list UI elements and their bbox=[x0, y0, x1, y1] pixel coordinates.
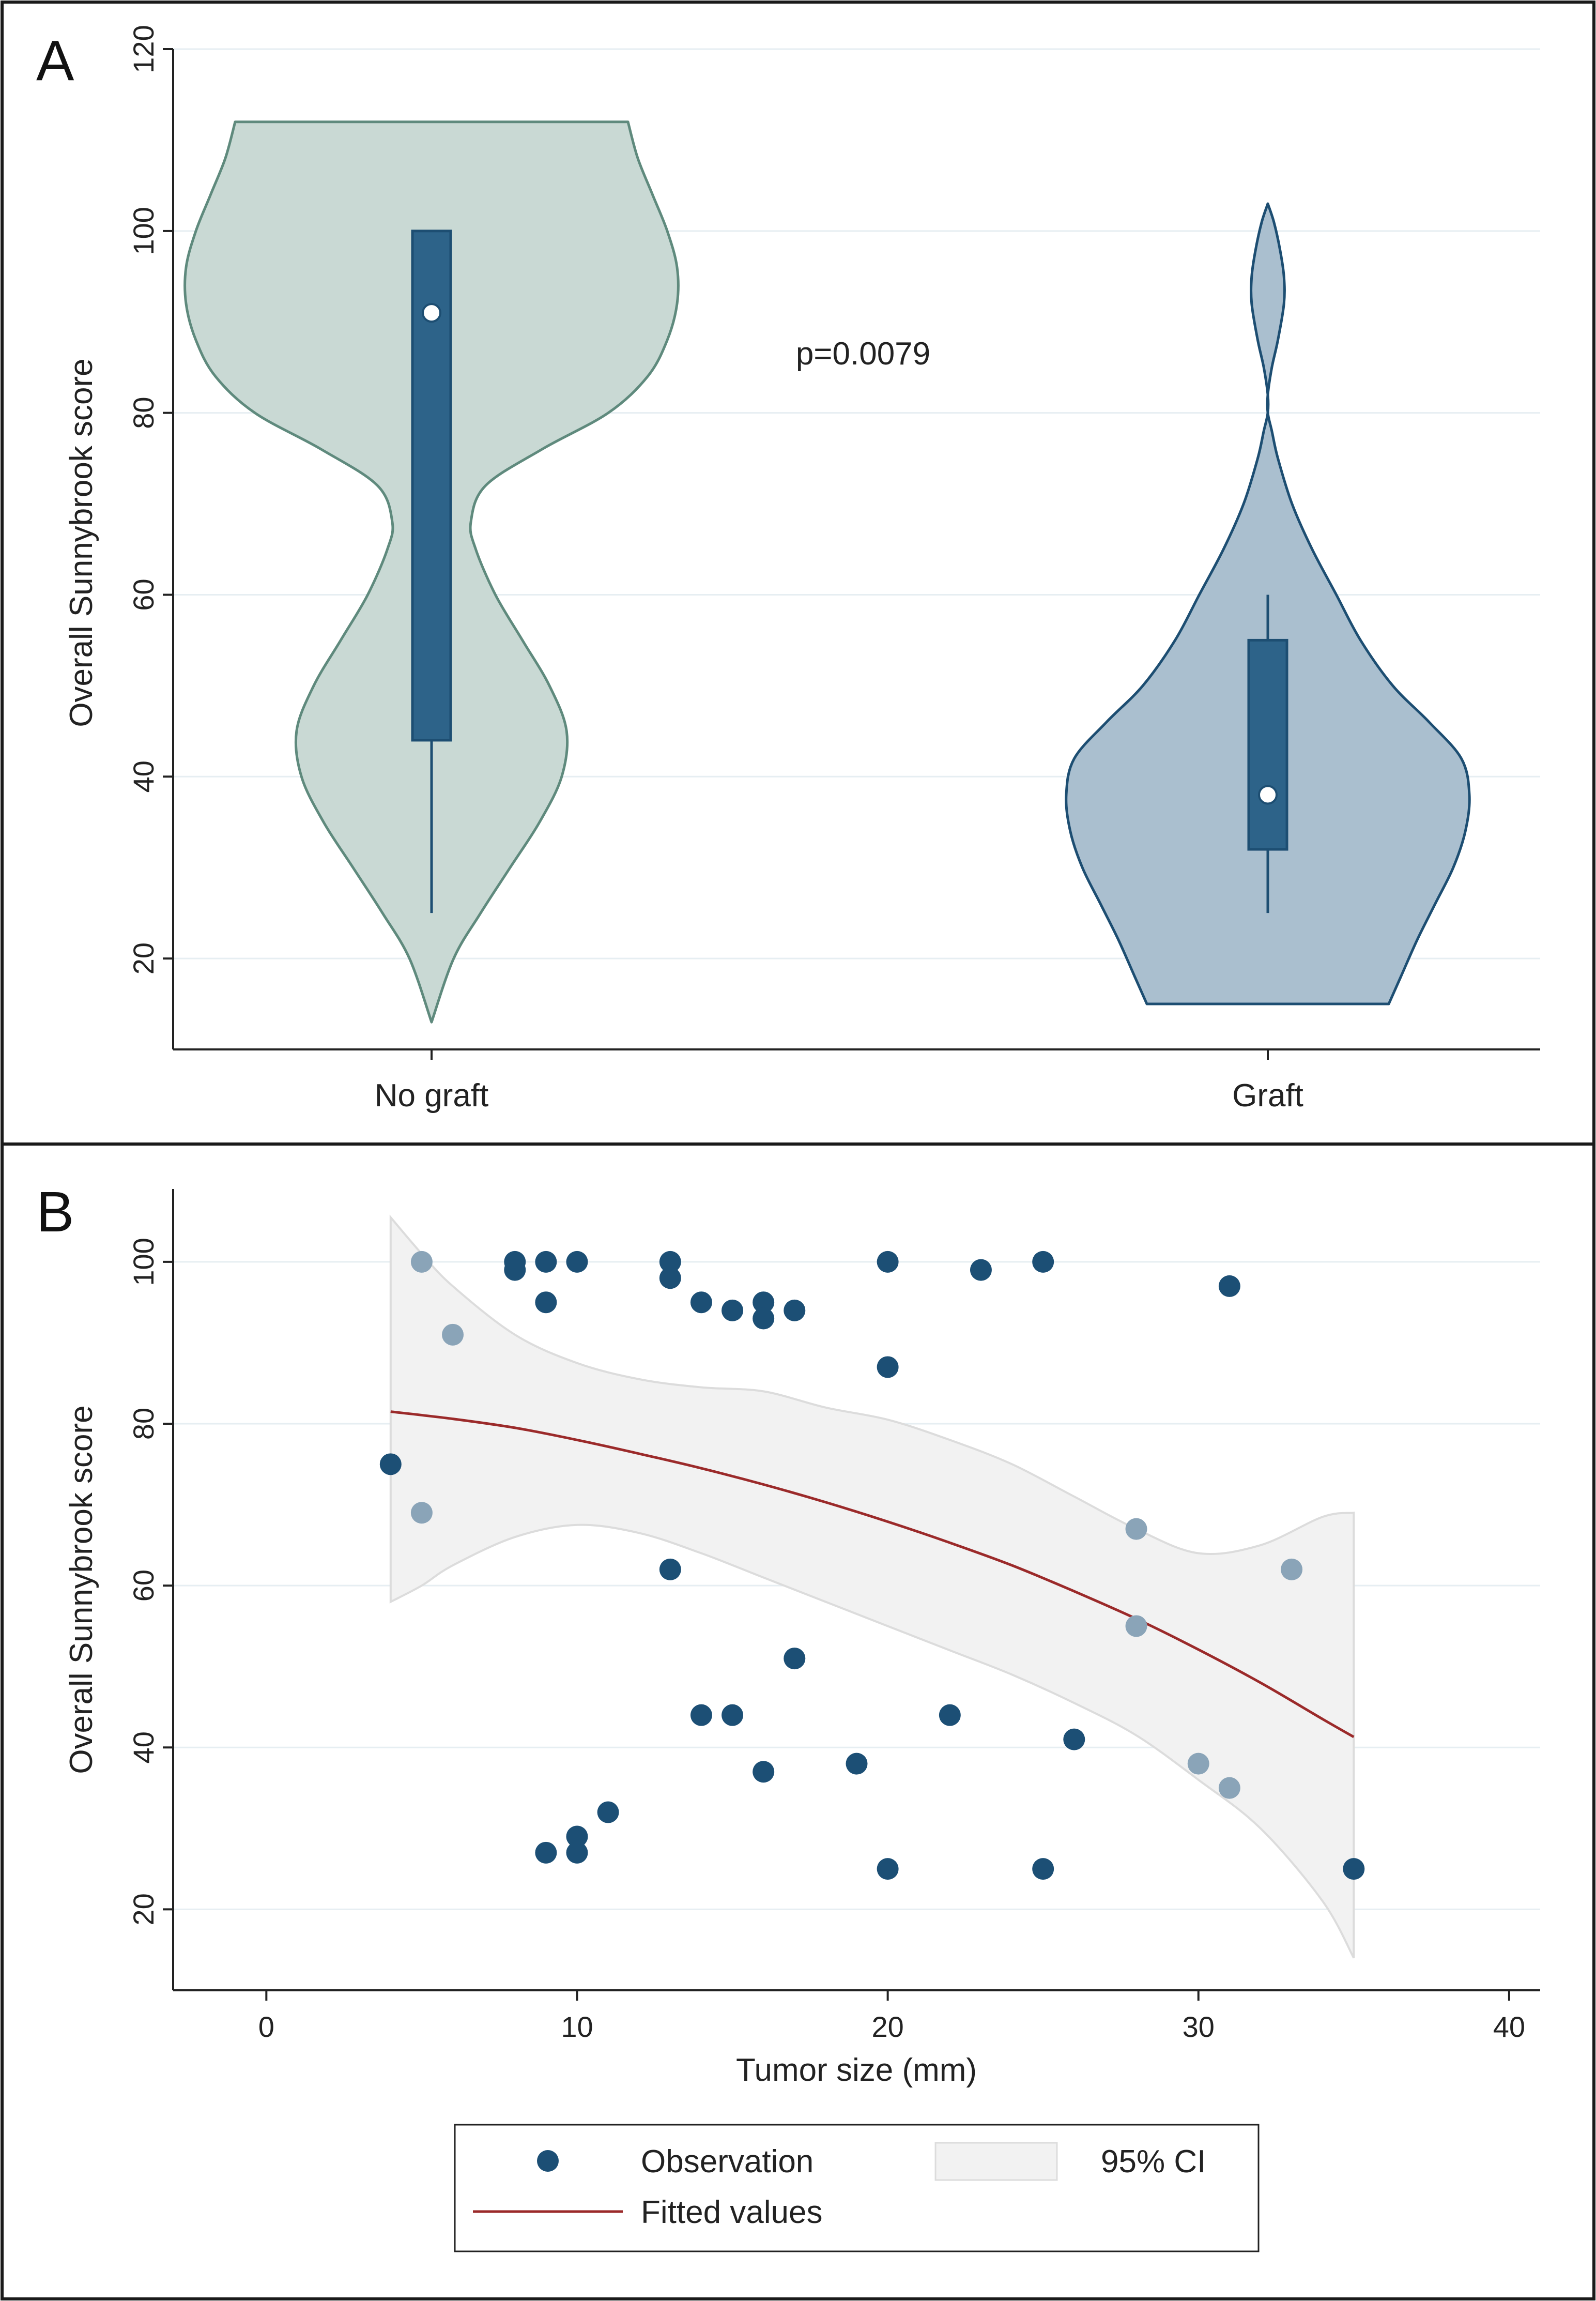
panel-b-label: B bbox=[36, 1180, 74, 1244]
panel-b-y-tick-label: 60 bbox=[127, 1569, 160, 1602]
observation-point bbox=[535, 1291, 557, 1314]
observation-point bbox=[877, 1356, 899, 1378]
panel-a-y-tick-label: 40 bbox=[127, 760, 160, 793]
panel-b-x-ticks: 0 10 20 30 40 bbox=[258, 1990, 1525, 2043]
observation-point bbox=[722, 1299, 744, 1321]
observation-point bbox=[1187, 1753, 1209, 1775]
observation-point bbox=[690, 1291, 712, 1314]
panel-a: A 20 40 60 80 100 120 No graft Graft Overall S… bbox=[36, 25, 1540, 1114]
panel-a-p-value: p=0.0079 bbox=[796, 336, 930, 372]
observation-point bbox=[659, 1267, 681, 1289]
panel-a-y-tick-label: 100 bbox=[127, 207, 160, 255]
observation-point bbox=[659, 1251, 681, 1273]
observation-point bbox=[877, 1858, 899, 1880]
observation-point bbox=[659, 1558, 681, 1580]
panel-b-x-axis-label: Tumor size (mm) bbox=[736, 2052, 977, 2088]
panel-b-legend: Observation 95% CI Fitted values bbox=[454, 2124, 1260, 2252]
observation-point bbox=[535, 1251, 557, 1273]
panel-b-x-tick-label: 20 bbox=[871, 2010, 903, 2043]
observation-point bbox=[1125, 1518, 1147, 1540]
legend-box bbox=[454, 2124, 1260, 2252]
panel-a-label: A bbox=[36, 29, 74, 93]
panel-b-y-tick-label: 80 bbox=[127, 1408, 160, 1440]
panel-b-x-tick-label: 0 bbox=[258, 2010, 274, 2043]
panel-a-y-tick-label: 120 bbox=[127, 25, 160, 73]
observation-point bbox=[1125, 1615, 1147, 1637]
observation-point bbox=[970, 1259, 992, 1281]
observation-point bbox=[566, 1825, 588, 1848]
panel-a-y-ticks: 20 40 60 80 100 120 bbox=[127, 25, 173, 974]
observation-point bbox=[690, 1704, 712, 1726]
panel-a-x-ticks: No graft Graft bbox=[375, 1049, 1303, 1114]
panel-b-y-tick-label: 40 bbox=[127, 1731, 160, 1763]
legend-observation-label: Observation bbox=[641, 2144, 814, 2180]
observation-point bbox=[753, 1291, 775, 1314]
panel-a-y-tick-label: 60 bbox=[127, 578, 160, 611]
panel-b-y-axis-label: Overall Sunnybrook score bbox=[64, 1405, 99, 1774]
panel-a-y-axis-label: Overall Sunnybrook score bbox=[64, 358, 99, 727]
observation-point bbox=[566, 1251, 588, 1273]
observation-point bbox=[753, 1307, 775, 1330]
observation-point bbox=[1343, 1858, 1365, 1880]
legend-ci-label: 95% CI bbox=[1101, 2144, 1206, 2180]
observation-point bbox=[877, 1251, 899, 1273]
observation-point bbox=[1032, 1858, 1054, 1880]
observation-point bbox=[379, 1453, 402, 1475]
observation-point bbox=[1218, 1777, 1240, 1799]
panel-a-boxplots bbox=[411, 230, 1288, 913]
observation-point bbox=[846, 1753, 868, 1775]
observation-point bbox=[535, 1841, 557, 1864]
observation-point bbox=[442, 1323, 464, 1346]
panel-b-observations bbox=[379, 1251, 1365, 1880]
panel-a-x-tick-label: Graft bbox=[1232, 1078, 1303, 1114]
panel-b-fitted-line bbox=[390, 1410, 1355, 1739]
panel-b: B 20 40 60 80 100 0 10 20 30 40 Overall Sunnybro… bbox=[36, 1180, 1540, 2252]
ci-band bbox=[389, 1214, 1355, 1959]
panel-b-y-ticks: 20 40 60 80 100 bbox=[127, 1238, 173, 1926]
legend-observation-marker bbox=[537, 2150, 559, 2172]
observation-point bbox=[597, 1801, 619, 1823]
observation-point bbox=[1218, 1275, 1240, 1297]
panel-b-x-tick-label: 30 bbox=[1183, 2010, 1215, 2043]
panel-b-x-tick-label: 40 bbox=[1493, 2010, 1525, 2043]
observation-point bbox=[939, 1704, 961, 1726]
panel-b-y-tick-label: 20 bbox=[127, 1893, 160, 1925]
panel-b-confidence-band bbox=[389, 1214, 1355, 1959]
panel-a-x-tick-label: No graft bbox=[375, 1078, 489, 1114]
panel-b-x-tick-label: 10 bbox=[561, 2010, 593, 2043]
observation-point bbox=[722, 1704, 744, 1726]
observation-point bbox=[1063, 1728, 1085, 1750]
panel-b-y-tick-label: 100 bbox=[127, 1238, 160, 1286]
panel-a-y-tick-label: 80 bbox=[127, 397, 160, 429]
boxplot-iqr-box bbox=[1247, 638, 1288, 851]
panel-a-y-tick-label: 20 bbox=[127, 942, 160, 974]
observation-point bbox=[566, 1841, 588, 1864]
legend-fitted-label: Fitted values bbox=[641, 2195, 823, 2230]
observation-point bbox=[1032, 1251, 1054, 1273]
observation-point bbox=[1281, 1558, 1303, 1580]
legend-ci-swatch bbox=[934, 2142, 1058, 2181]
fitted-values-line bbox=[390, 1410, 1355, 1739]
boxplot-median-marker bbox=[1258, 785, 1278, 805]
observation-point bbox=[410, 1502, 433, 1524]
observation-point bbox=[504, 1259, 526, 1281]
observation-point bbox=[753, 1761, 775, 1783]
observation-point bbox=[784, 1299, 806, 1321]
observation-point bbox=[410, 1251, 433, 1273]
observation-point bbox=[784, 1648, 806, 1670]
boxplot-median-marker bbox=[422, 303, 441, 323]
